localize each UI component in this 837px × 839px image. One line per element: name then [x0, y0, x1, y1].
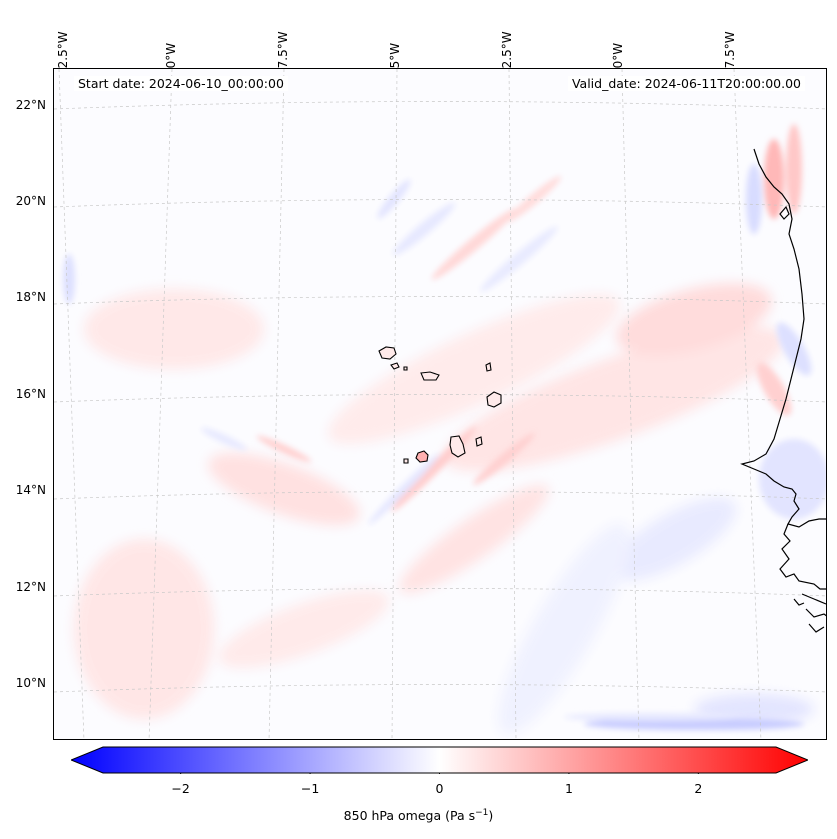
omega-field	[54, 69, 826, 739]
lat-label: 20°N	[15, 194, 46, 208]
lat-label: 10°N	[15, 676, 46, 690]
colorbar-tick-label: 0	[435, 781, 444, 796]
colorbar-tick-label: −2	[171, 781, 190, 796]
africa-coastline	[740, 148, 826, 633]
colorbar-units-suffix: )	[488, 808, 494, 824]
lat-label: 18°N	[15, 290, 46, 304]
lat-label: 12°N	[15, 580, 46, 594]
cape-verde-islands	[378, 346, 502, 464]
colorbar-tick-label: 2	[694, 781, 703, 796]
colorbar-tick-label: 1	[564, 781, 573, 796]
colorbar	[71, 746, 808, 774]
lat-label: 22°N	[15, 98, 46, 112]
graticule	[54, 69, 826, 739]
map-panel[interactable]	[53, 68, 827, 740]
lat-label: 14°N	[15, 483, 46, 497]
start-date-label: Start date: 2024-06-10_00:00:00	[74, 76, 288, 91]
colorbar-units-prefix: (Pa s	[445, 808, 476, 824]
colorbar-tick-label: −1	[300, 781, 320, 796]
lat-label: 16°N	[15, 387, 46, 401]
colorbar-variable: 850 hPa omega	[343, 808, 442, 824]
colorbar-title: 850 hPa omega (Pa s−1)	[0, 808, 837, 823]
valid-date-label: Valid_date: 2024-06-11T20:00:00.00	[567, 76, 805, 91]
colorbar-units-exp: −1	[475, 808, 489, 818]
